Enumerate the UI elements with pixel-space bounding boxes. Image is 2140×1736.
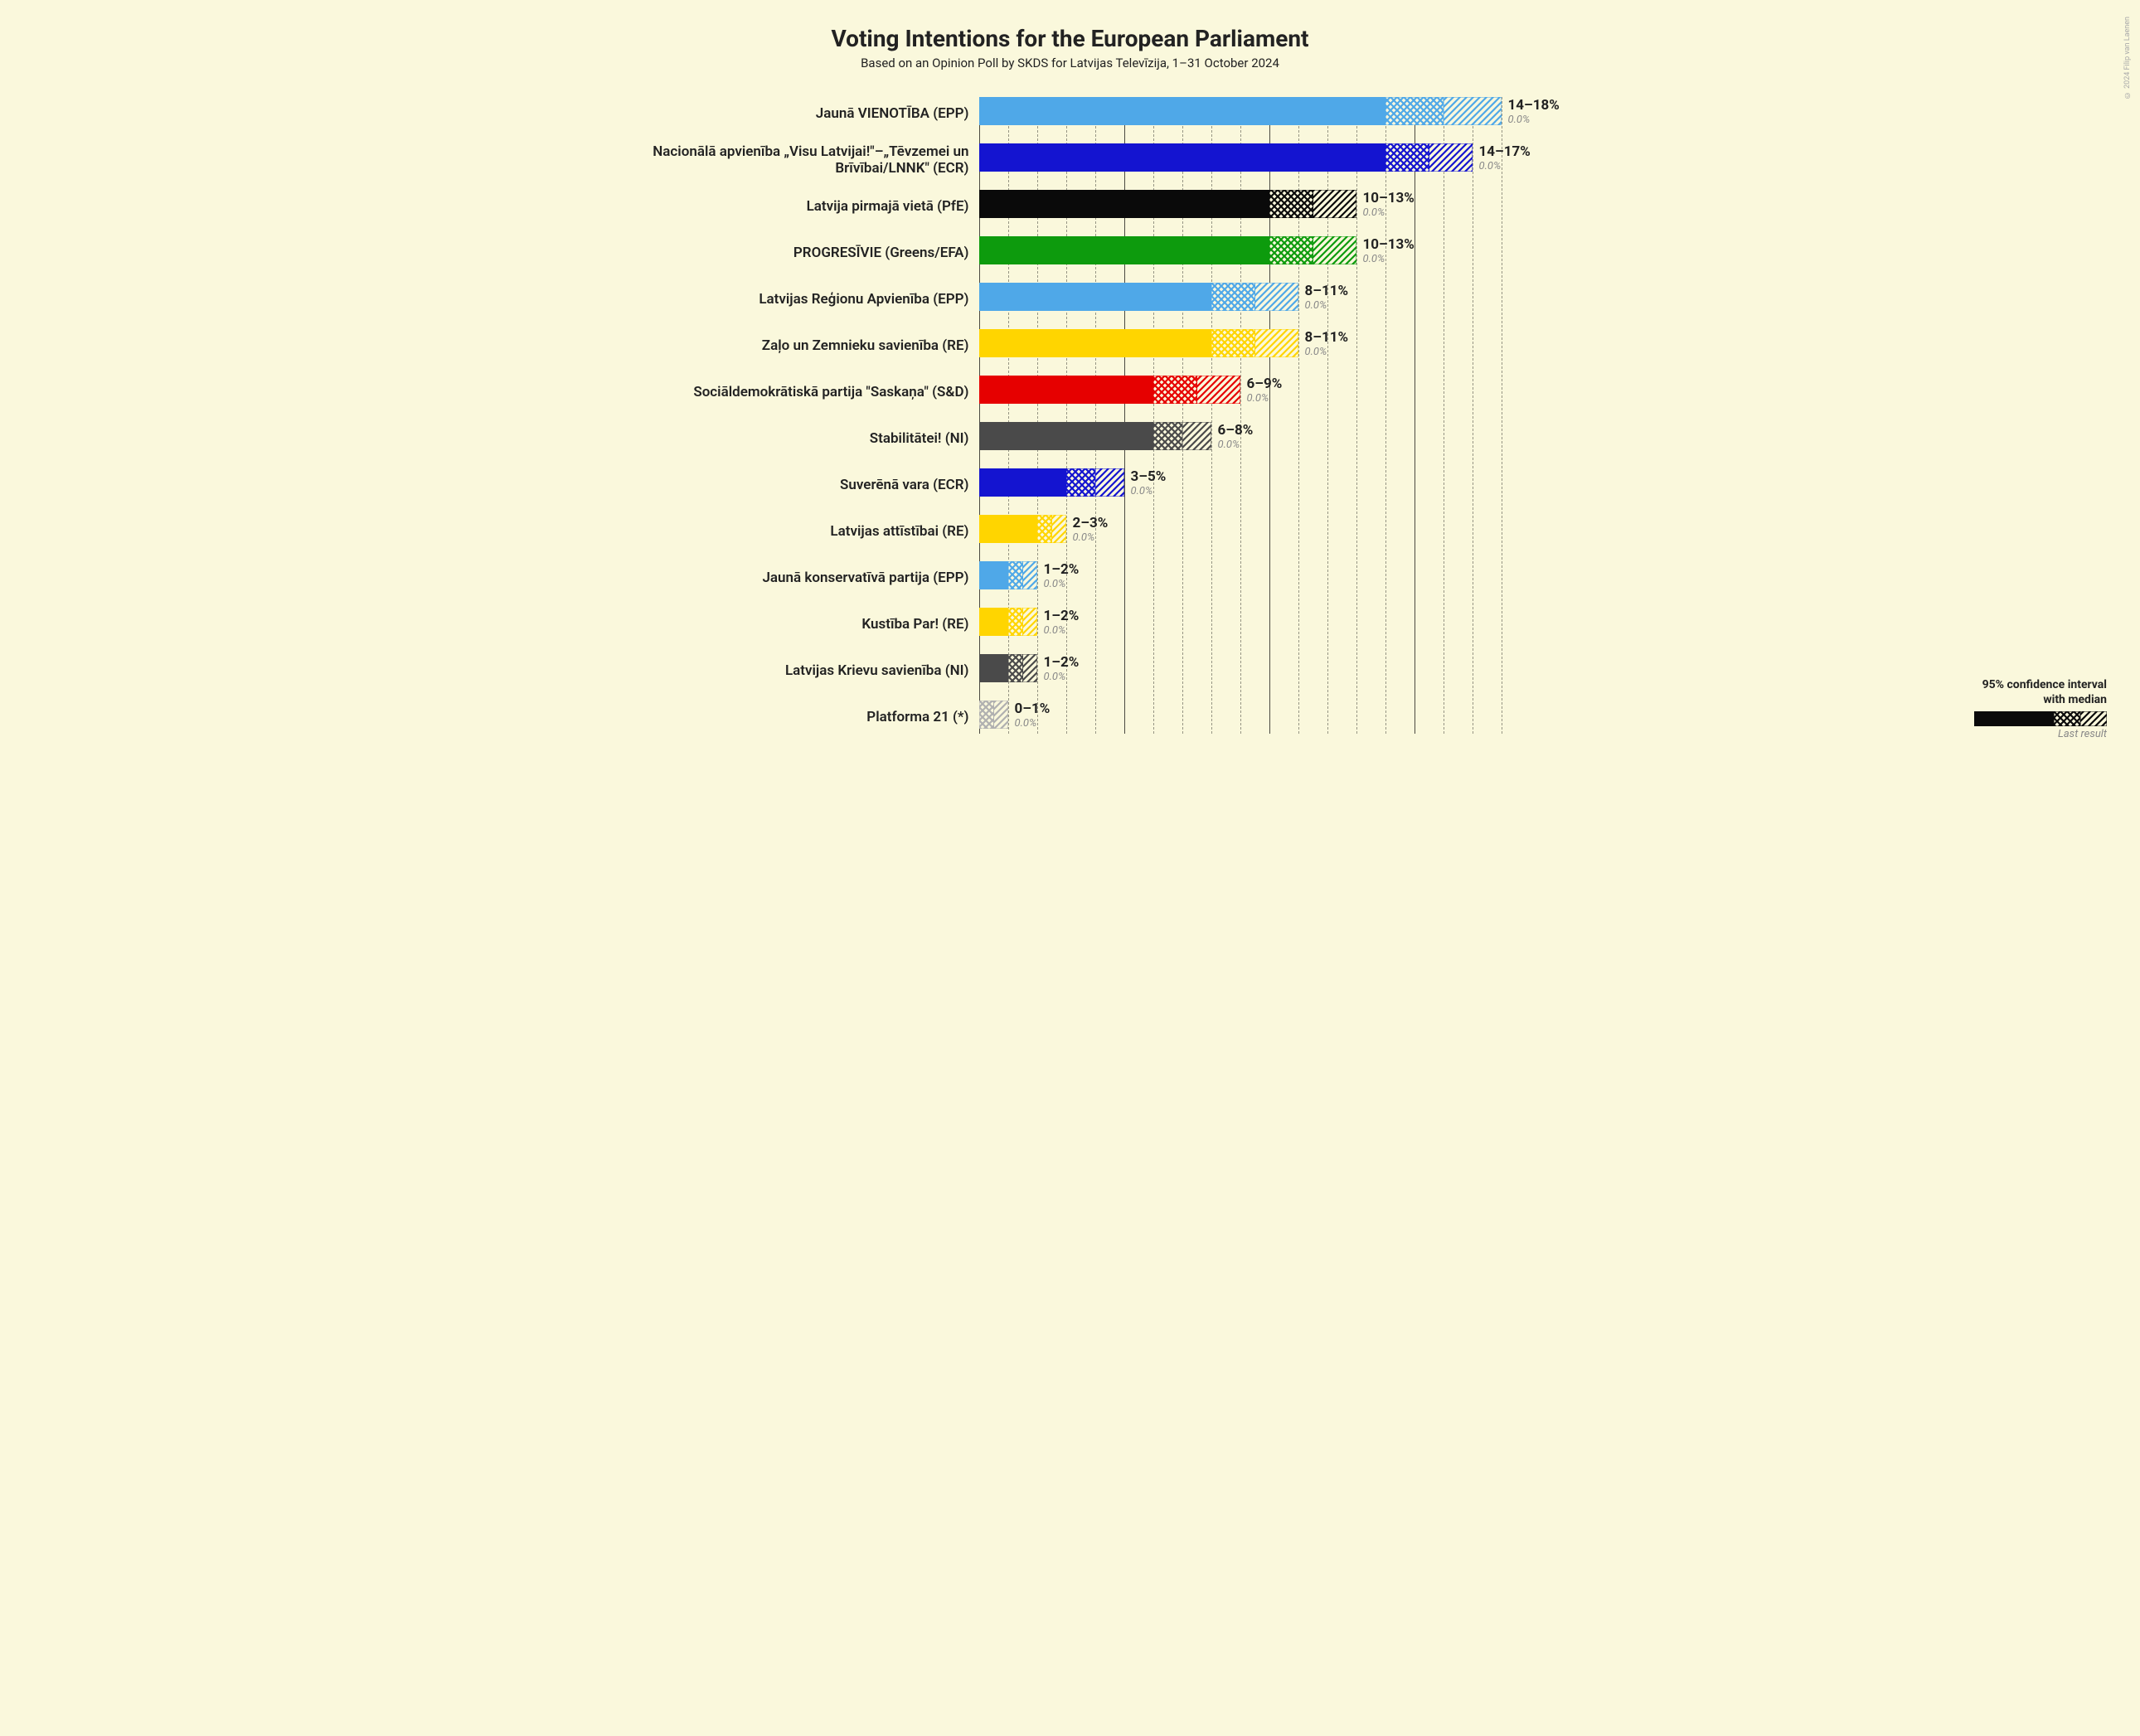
bar-row: PROGRESĪVIE (Greens/EFA) 10–13%0.0% xyxy=(581,230,1560,276)
bar-row: Sociāldemokrātiskā partija "Saskaņa" (S&… xyxy=(581,369,1560,415)
last-result-label: 0.0% xyxy=(1479,160,1502,172)
value-label: 1–2% xyxy=(1044,654,1080,671)
bar xyxy=(979,143,1473,172)
bar-row: Jaunā VIENOTĪBA (EPP) 14–18%0.0% xyxy=(581,90,1560,137)
party-label: Latvijas Krievu savienība (NI) xyxy=(581,662,979,679)
last-result-label: 0.0% xyxy=(1247,392,1269,405)
party-label: Jaunā konservatīvā partija (EPP) xyxy=(581,570,979,586)
last-result-label: 0.0% xyxy=(1218,439,1240,451)
bar-rows: Jaunā VIENOTĪBA (EPP) 14–18%0.0%Nacionāl… xyxy=(581,90,1560,740)
bar xyxy=(979,608,1037,636)
bar xyxy=(979,561,1037,589)
copyright-text: © 2024 Filip van Laenen xyxy=(2123,17,2132,99)
bar-zone: 3–5%0.0% xyxy=(979,462,1560,508)
bar xyxy=(979,97,1502,125)
bar-zone: 8–11%0.0% xyxy=(979,276,1560,322)
last-result-label: 0.0% xyxy=(1363,206,1385,219)
bar xyxy=(979,422,1211,450)
chart-subtitle: Based on an Opinion Poll by SKDS for Lat… xyxy=(33,56,2107,70)
value-label: 3–5% xyxy=(1131,468,1167,485)
bar xyxy=(979,376,1240,404)
bar-zone: 8–11%0.0% xyxy=(979,322,1560,369)
legend-line1: 95% confidence interval xyxy=(1974,678,2107,691)
bar xyxy=(979,190,1356,218)
bar-row: Jaunā konservatīvā partija (EPP) 1–2%0.0… xyxy=(581,555,1560,601)
bar-zone: 1–2%0.0% xyxy=(979,601,1560,647)
bar-row: Platforma 21 (*) 0–1%0.0% xyxy=(581,694,1560,740)
legend-bar xyxy=(1974,711,2107,726)
party-label: Nacionālā apvienība „Visu Latvijai!"–„Tē… xyxy=(581,143,979,177)
legend: 95% confidence interval with median Last… xyxy=(1974,678,2107,740)
bar xyxy=(979,283,1298,311)
party-label: PROGRESĪVIE (Greens/EFA) xyxy=(581,245,979,261)
bar-row: Nacionālā apvienība „Visu Latvijai!"–„Tē… xyxy=(581,137,1560,183)
bar xyxy=(979,701,1008,729)
value-label: 10–13% xyxy=(1363,190,1415,206)
bar xyxy=(979,654,1037,682)
bar xyxy=(979,468,1124,497)
value-label: 1–2% xyxy=(1044,608,1080,624)
bar-zone: 6–8%0.0% xyxy=(979,415,1560,462)
bar-row: Latvijas Reģionu Apvienība (EPP) 8–11%0.… xyxy=(581,276,1560,322)
last-result-label: 0.0% xyxy=(1508,114,1531,126)
last-result-label: 0.0% xyxy=(1305,346,1327,358)
party-label: Latvija pirmajā vietā (PfE) xyxy=(581,198,979,215)
last-result-label: 0.0% xyxy=(1044,671,1066,683)
bar-zone: 2–3%0.0% xyxy=(979,508,1560,555)
party-label: Stabilitātei! (NI) xyxy=(581,430,979,447)
bar-zone: 10–13%0.0% xyxy=(979,230,1560,276)
bar-zone: 14–17%0.0% xyxy=(979,137,1560,183)
bar-row: Latvijas Krievu savienība (NI) 1–2%0.0% xyxy=(581,647,1560,694)
bar-zone: 6–9%0.0% xyxy=(979,369,1560,415)
bar xyxy=(979,515,1066,543)
value-label: 2–3% xyxy=(1073,515,1109,531)
party-label: Latvijas attīstībai (RE) xyxy=(581,523,979,540)
last-result-label: 0.0% xyxy=(1305,299,1327,312)
party-label: Sociāldemokrātiskā partija "Saskaņa" (S&… xyxy=(581,384,979,400)
bar xyxy=(979,329,1298,357)
party-label: Zaļo un Zemnieku savienība (RE) xyxy=(581,337,979,354)
bar-row: Stabilitātei! (NI) 6–8%0.0% xyxy=(581,415,1560,462)
value-label: 1–2% xyxy=(1044,561,1080,578)
legend-line2: with median xyxy=(1974,693,2107,706)
value-label: 8–11% xyxy=(1305,329,1349,346)
last-result-label: 0.0% xyxy=(1044,624,1066,637)
last-result-label: 0.0% xyxy=(1044,578,1066,590)
party-label: Suverēnā vara (ECR) xyxy=(581,477,979,493)
value-label: 0–1% xyxy=(1015,701,1051,717)
bar xyxy=(979,236,1356,264)
last-result-label: 0.0% xyxy=(1073,531,1095,544)
value-label: 6–9% xyxy=(1247,376,1283,392)
bar-zone: 14–18%0.0% xyxy=(979,90,1560,137)
bar-row: Latvijas attīstībai (RE) 2–3%0.0% xyxy=(581,508,1560,555)
last-result-label: 0.0% xyxy=(1015,717,1037,730)
bar-zone: 1–2%0.0% xyxy=(979,647,1560,694)
legend-last-result: Last result xyxy=(1974,728,2107,740)
bar-row: Latvija pirmajā vietā (PfE) 10–13%0.0% xyxy=(581,183,1560,230)
party-label: Platforma 21 (*) xyxy=(581,709,979,725)
bar-zone: 1–2%0.0% xyxy=(979,555,1560,601)
bar-row: Kustība Par! (RE) 1–2%0.0% xyxy=(581,601,1560,647)
chart-area: Jaunā VIENOTĪBA (EPP) 14–18%0.0%Nacionāl… xyxy=(581,90,1560,740)
last-result-label: 0.0% xyxy=(1363,253,1385,265)
party-label: Jaunā VIENOTĪBA (EPP) xyxy=(581,105,979,122)
party-label: Latvijas Reģionu Apvienība (EPP) xyxy=(581,291,979,308)
bar-row: Suverēnā vara (ECR) 3–5%0.0% xyxy=(581,462,1560,508)
last-result-label: 0.0% xyxy=(1131,485,1153,497)
bar-zone: 0–1%0.0% xyxy=(979,694,1560,740)
value-label: 8–11% xyxy=(1305,283,1349,299)
value-label: 6–8% xyxy=(1218,422,1254,439)
party-label: Kustība Par! (RE) xyxy=(581,616,979,633)
value-label: 10–13% xyxy=(1363,236,1415,253)
chart-title: Voting Intentions for the European Parli… xyxy=(33,25,2107,52)
value-label: 14–18% xyxy=(1508,97,1560,114)
bar-zone: 10–13%0.0% xyxy=(979,183,1560,230)
bar-row: Zaļo un Zemnieku savienība (RE) 8–11%0.0… xyxy=(581,322,1560,369)
value-label: 14–17% xyxy=(1479,143,1531,160)
